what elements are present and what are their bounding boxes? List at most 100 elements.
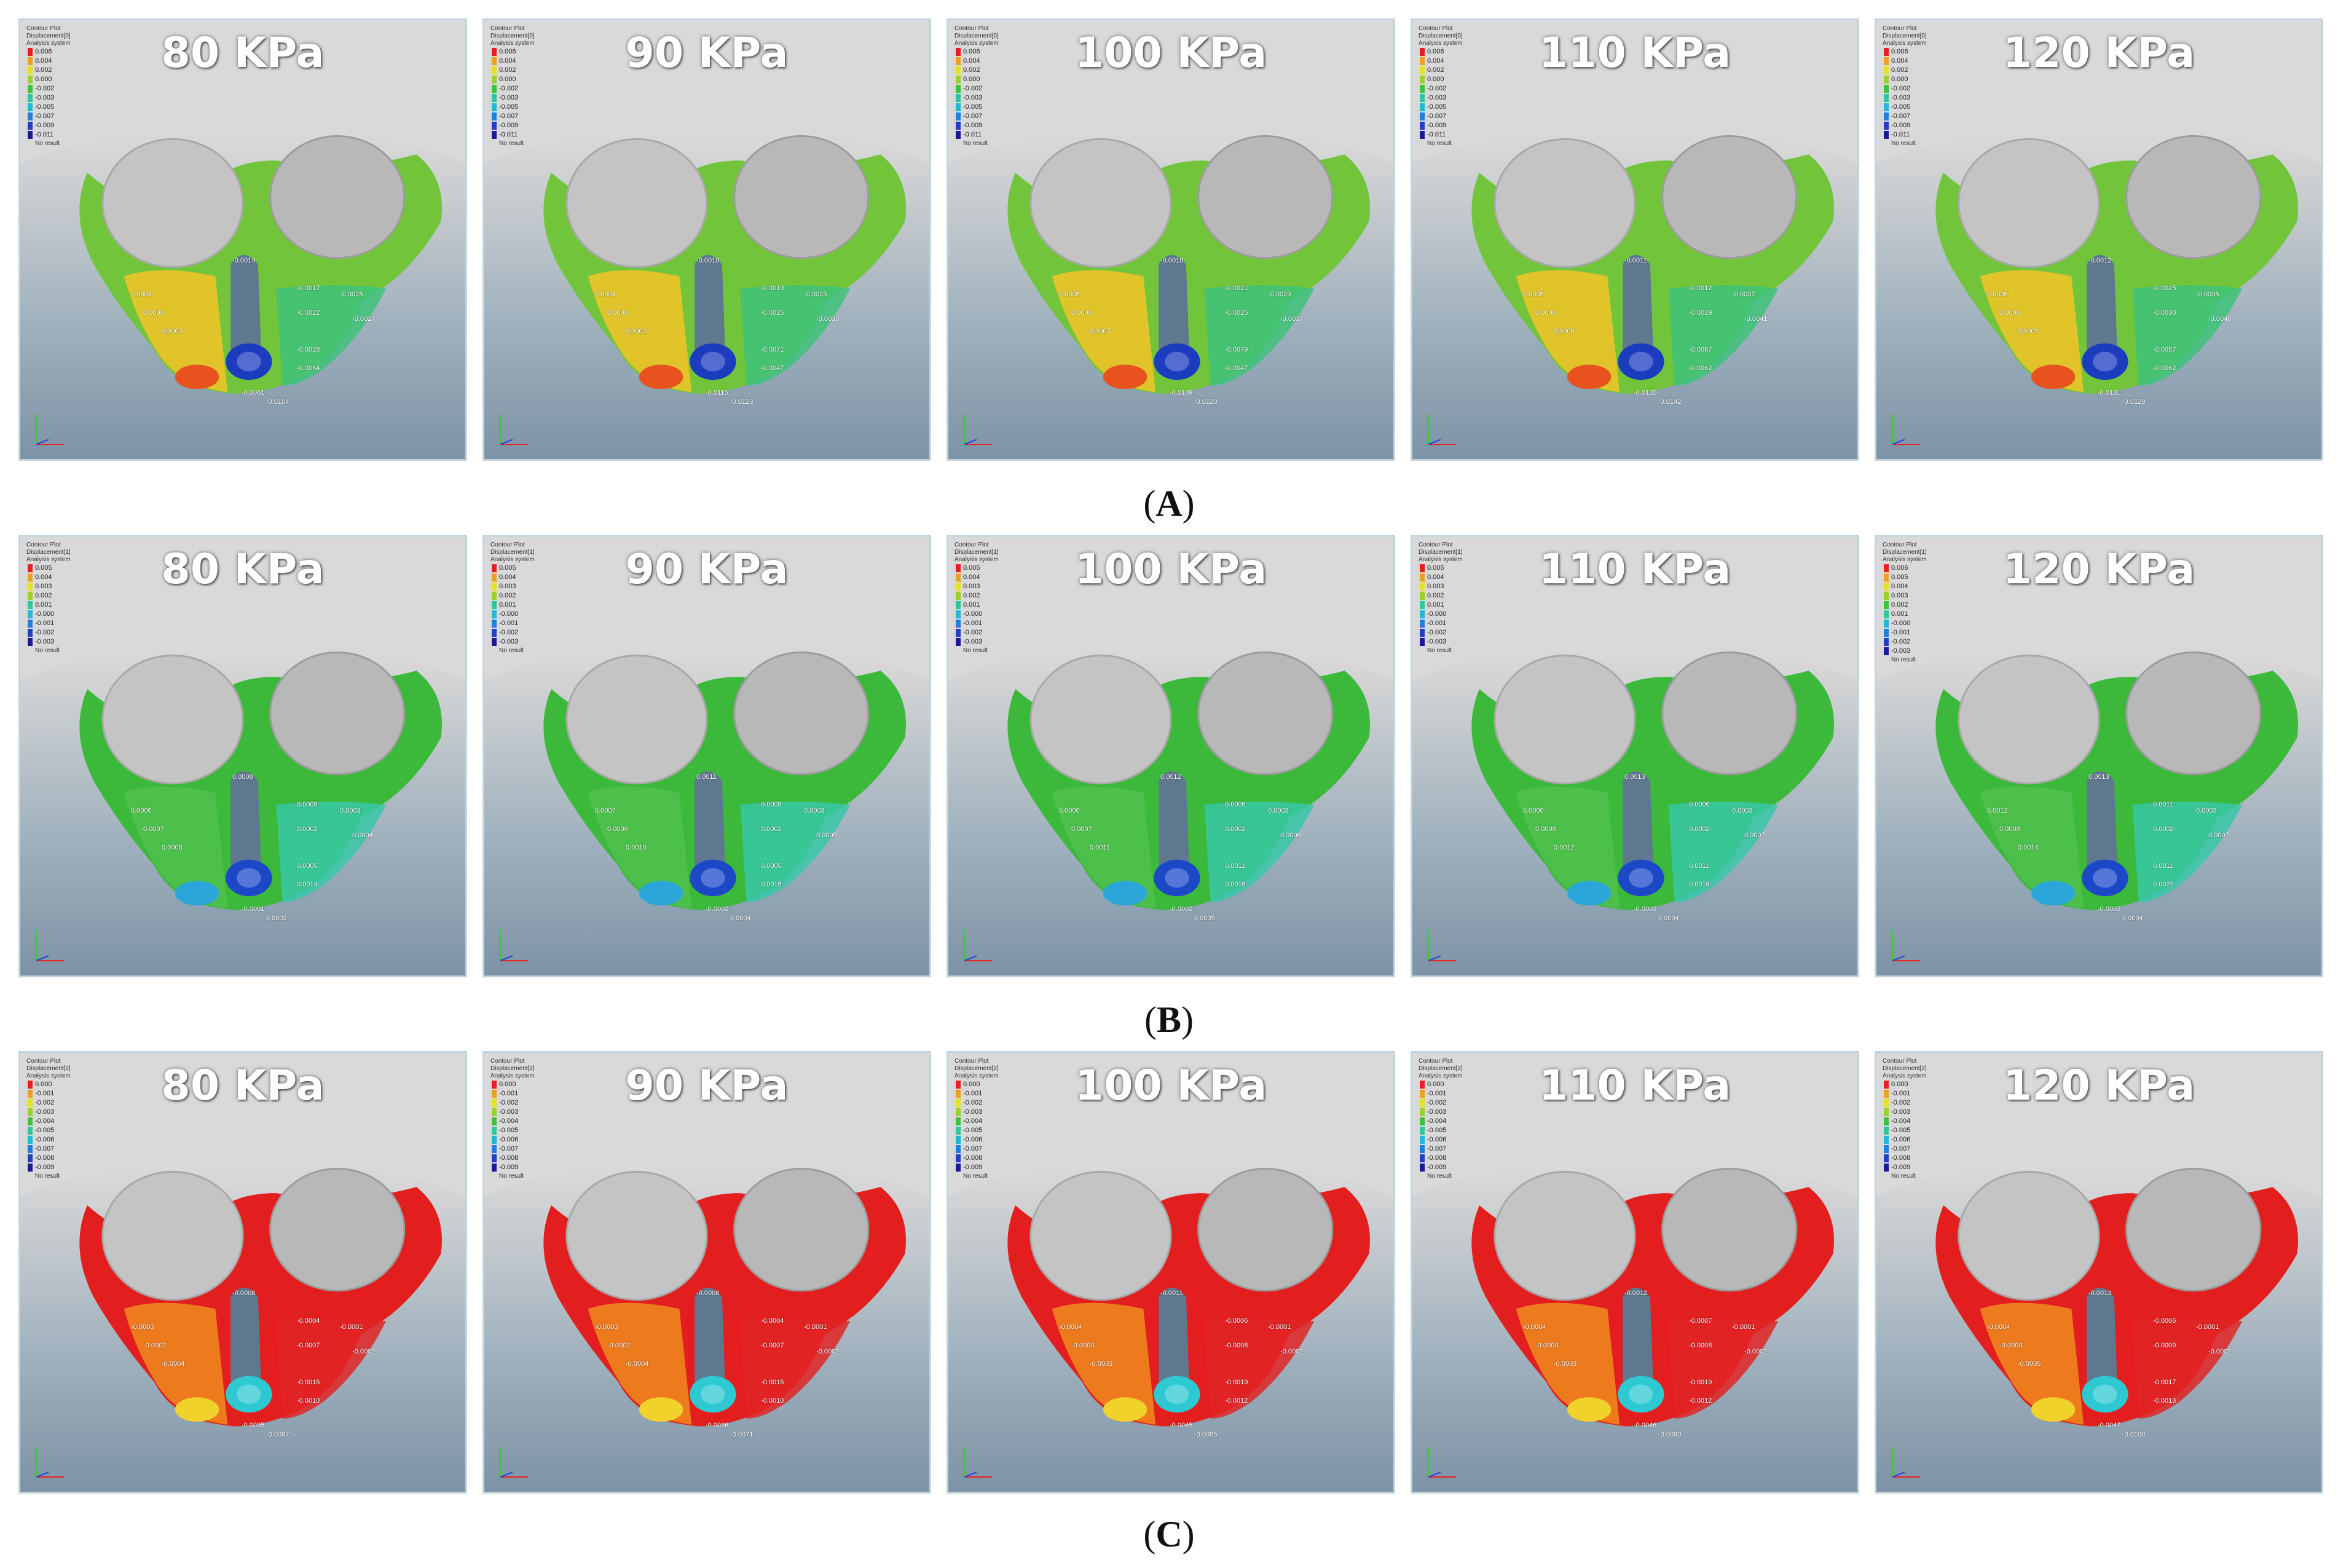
- legend-row: -0.003: [26, 93, 119, 103]
- legend-value: -0.009: [1891, 1164, 1911, 1171]
- accent-zone: [175, 364, 219, 389]
- legend-swatch: [956, 583, 961, 591]
- legend-value: -0.006: [499, 1136, 519, 1143]
- row-label: (C): [0, 1513, 2338, 1556]
- accent-zone: [1103, 364, 1147, 389]
- region-value-label: -0.0002: [352, 1348, 376, 1355]
- right-orbit: [1661, 135, 1798, 259]
- region-value-label: -0.0002: [2208, 1348, 2232, 1355]
- legend-header-line: Contour Plot: [954, 1058, 989, 1065]
- left-orbit: [1029, 1170, 1172, 1301]
- legend-header-line: Displacement[0]: [1419, 33, 1463, 39]
- core-zone: [2082, 859, 2128, 897]
- legend-swatch: [1420, 122, 1425, 130]
- region-value-label: 0.0002: [626, 328, 647, 335]
- core-highlight: [237, 1384, 261, 1405]
- region-value-label: -0.0012: [1689, 1397, 1712, 1405]
- skull-render: [20, 1053, 465, 1427]
- legend-value: -0.001: [35, 620, 55, 627]
- region-value-label: -0.0045: [2196, 291, 2219, 298]
- region-value-label: -0.0025: [1225, 309, 1248, 317]
- core-highlight: [237, 868, 261, 888]
- legend-row: -0.009: [1883, 1163, 1975, 1172]
- legend-row: -0.008: [490, 1154, 583, 1163]
- row-label-letter: A: [1155, 483, 1183, 524]
- region-value-label: -0.0002: [607, 1342, 631, 1349]
- region-value-label: -0.0011: [1160, 1290, 1183, 1297]
- left-orbit: [1029, 138, 1172, 269]
- legend-swatch: [28, 94, 33, 102]
- legend-swatch: [956, 85, 961, 93]
- legend-value: 0.002: [1891, 601, 1908, 609]
- legend-row: -0.007: [954, 1144, 1047, 1154]
- legend-swatch: [28, 1127, 33, 1135]
- region-value-label: -0.0002: [1170, 905, 1193, 913]
- legend-value: -0.001: [963, 620, 983, 627]
- region-value-label: 0.0013: [1624, 773, 1645, 781]
- region-value-label: 0.0011: [2153, 862, 2173, 870]
- legend-row: -0.000: [490, 610, 583, 619]
- legend-value: 0.000: [1427, 1081, 1444, 1088]
- legend-value: -0.008: [1891, 1154, 1911, 1162]
- cranium-shape: [484, 1053, 929, 1197]
- legend-value: -0.001: [35, 1090, 55, 1097]
- region-value-label: -0.0004: [297, 1317, 320, 1325]
- legend-row: -0.003: [1419, 637, 1511, 647]
- region-value-label: 0.0010: [626, 844, 647, 851]
- legend-value: -0.000: [1891, 620, 1911, 627]
- region-value-label: -0.0064: [297, 364, 320, 372]
- legend-swatch: [492, 85, 497, 93]
- accent-zone: [639, 881, 683, 905]
- nasal-aperture: [1623, 254, 1653, 356]
- legend-header-line: Contour Plot: [1419, 542, 1453, 548]
- legend-swatch: [956, 57, 961, 65]
- region-value-label: -0.0013: [2153, 1397, 2176, 1405]
- nasal-aperture: [1159, 1287, 1189, 1389]
- panel-title: 90 KPa: [625, 29, 789, 77]
- legend-value: -0.001: [1891, 629, 1911, 636]
- legend-swatch: [956, 601, 961, 609]
- left-orbit: [1494, 138, 1636, 269]
- legend-value: -0.005: [963, 1127, 983, 1134]
- legend-swatch: [28, 1090, 33, 1098]
- legend-swatch: [1884, 564, 1889, 572]
- legend-row: -0.002: [954, 84, 1047, 93]
- legend-row: -0.007: [490, 112, 583, 121]
- legend-value: -0.009: [1427, 122, 1447, 129]
- panel-title: 120 KPa: [2002, 29, 2195, 77]
- legend-row: -0.007: [490, 1144, 583, 1154]
- region-value-label: -0.0010: [1160, 257, 1184, 264]
- legend-row: -0.009: [26, 121, 119, 130]
- legend-row: -0.002: [490, 84, 583, 93]
- row-label-letter: B: [1156, 999, 1182, 1040]
- legend-swatch: [492, 573, 497, 581]
- legend-value: -0.005: [35, 1127, 55, 1134]
- legend-value: 0.004: [35, 57, 52, 65]
- legend-swatch: [1884, 66, 1889, 74]
- region-value-label: -0.0008: [696, 1290, 720, 1297]
- legend-swatch: [1420, 76, 1425, 84]
- accent-zone: [175, 1397, 219, 1422]
- legend-value: 0.004: [1891, 57, 1908, 65]
- legend-row: -0.003: [954, 1108, 1047, 1117]
- region-value-label: -0.0012: [1624, 1290, 1648, 1297]
- region-value-label: -0.0123: [730, 398, 754, 406]
- legend-row: 0.000: [1419, 75, 1511, 84]
- region-value-label: 0.0006: [162, 844, 183, 851]
- axis-triad: [964, 930, 992, 961]
- legend-row: -0.004: [1883, 1117, 1975, 1126]
- skull-render: [484, 1053, 929, 1427]
- legend-value: 0.003: [963, 583, 980, 590]
- region-value-label: 0.0021: [2153, 881, 2174, 888]
- core-highlight: [701, 1384, 725, 1405]
- legend-no-result: No result: [1427, 1173, 1452, 1180]
- left-zone: [588, 1302, 692, 1425]
- legend-row: -0.005: [490, 1126, 583, 1135]
- legend-swatch: [956, 1117, 961, 1125]
- contour-legend: Contour Plot Displacement[2] Analysis syst…: [490, 1058, 583, 1181]
- legend-value: -0.002: [499, 629, 519, 636]
- left-orbit: [565, 138, 708, 269]
- region-value-label: -0.0025: [2153, 285, 2176, 292]
- legend-swatch: [956, 1099, 961, 1107]
- row-label-close: ): [1182, 483, 1195, 524]
